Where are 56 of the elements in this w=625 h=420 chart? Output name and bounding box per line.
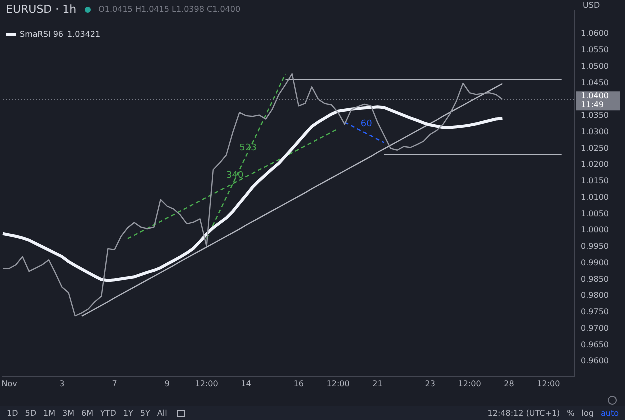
y-tick-label: 0.9750: [581, 308, 610, 317]
text: log: [582, 408, 594, 418]
text: 11:49: [581, 100, 604, 110]
y-tick-label: 1.0250: [581, 144, 610, 153]
y-tick-label: 1.0000: [581, 226, 610, 235]
x-tick-label: 16: [294, 379, 304, 388]
y-tick-label: 0.9950: [581, 242, 610, 252]
series-label: 523: [240, 143, 257, 154]
y-tick-label: 1.0150: [581, 176, 610, 186]
y-tick-label: 1.0200: [581, 160, 610, 170]
y-tick-label: 1.0500: [581, 62, 610, 71]
y-tick-label: 1.0550: [581, 46, 610, 55]
y-tick-label: 0.9850: [581, 274, 610, 284]
series-label: 340: [226, 170, 244, 181]
x-tick-label: 12:00: [326, 379, 350, 388]
text: %: [567, 408, 575, 418]
y-tick-label: 0.9600: [581, 356, 610, 366]
y-tick-label: 1.0050: [581, 209, 610, 218]
y-tick-label: 1.0350: [581, 111, 610, 120]
chart-title: EURUSD · 1h: [6, 3, 77, 16]
text: All: [157, 408, 168, 418]
x-tick-label: 12:00: [195, 379, 218, 388]
y-axis-title: USD: [583, 1, 600, 10]
y-tick-label: 1.0450: [581, 78, 610, 88]
series-label: 60: [360, 120, 373, 130]
text: 5D: [25, 408, 36, 418]
x-tick-label: 3: [60, 379, 65, 388]
x-tick-label: 23: [425, 379, 436, 388]
text: 5Y: [140, 408, 150, 418]
text: 1Y: [123, 408, 134, 418]
text: 12:48:12 (UTC+1): [488, 408, 560, 418]
y-tick-label: 1.0300: [581, 127, 610, 136]
text: 3M: [62, 408, 74, 418]
ref-line-label: 1.0400: [581, 92, 610, 101]
x-tick-label: Nov: [2, 379, 18, 388]
x-tick-label: 9: [164, 379, 170, 388]
y-tick-label: 0.9800: [581, 291, 610, 300]
x-tick-label: 28: [504, 379, 514, 388]
y-tick-label: 0.9650: [581, 340, 610, 350]
text: auto: [600, 408, 619, 418]
y-tick-label: 1.0600: [581, 29, 610, 38]
x-tick-label: 7: [112, 379, 118, 388]
text: YTD: [100, 408, 116, 418]
x-tick-label: 21: [372, 379, 383, 388]
text: 1M: [44, 408, 56, 418]
legend-label: SmaRSI 96: [20, 30, 64, 39]
y-tick-label: 1.0100: [581, 192, 610, 202]
chart-subtitle: O1.0415 H1.0415 L1.0398 C1.0400: [98, 5, 241, 14]
x-tick-label: 14: [241, 379, 252, 388]
y-tick-label: 0.9900: [581, 258, 610, 268]
x-tick-label: 12:00: [458, 379, 482, 388]
text: 6M: [82, 408, 94, 418]
x-tick-label: 12:00: [537, 379, 560, 388]
annotation: 1.03421: [68, 30, 101, 39]
y-tick-label: 0.9700: [581, 324, 610, 333]
text: 1D: [7, 408, 18, 418]
